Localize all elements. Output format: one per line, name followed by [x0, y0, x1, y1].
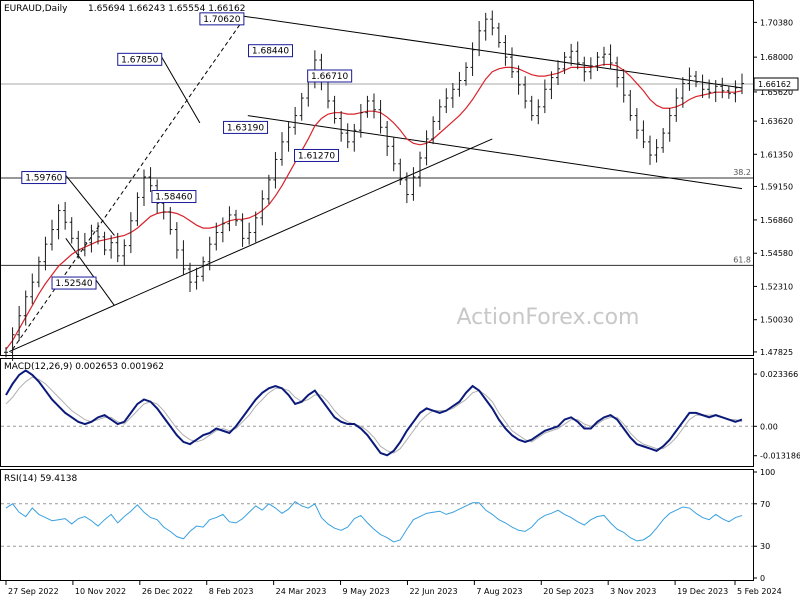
y-tick-label: 1.54580	[760, 249, 793, 258]
y-tick-label: 1.59150	[760, 182, 793, 191]
x-tick-label: 19 Dec 2023	[677, 587, 728, 596]
y-tick-label: 1.52310	[760, 282, 793, 291]
price-annotation-box	[21, 171, 67, 185]
levels-layer: 38.2 61.8	[1, 83, 753, 266]
ohlc-readout: 1.65694 1.66243 1.65554 1.66162	[88, 4, 245, 14]
price-bars-layer	[4, 10, 744, 361]
rsi-panel-frame	[0, 469, 754, 581]
corrective-line-a	[161, 56, 201, 124]
macd-layer: 0.023366 0.00 -0.013186	[1, 369, 800, 461]
price-annotation-box	[51, 276, 97, 290]
price-annotation-box	[248, 44, 294, 58]
annotations-layer: 1.70620 1.68440 1.67850 1.66710 1.63190 1.612…	[21, 12, 353, 290]
axes-layer: 1.70380 1.68000 1.65620 1.63620 1.61350 1.591…	[5, 18, 799, 596]
y-tick-label: 1.56860	[760, 216, 793, 225]
dashed-trend-line	[12, 18, 245, 350]
price-annotation-label: 1.63190	[227, 123, 264, 133]
y-tick-label: 1.68000	[760, 53, 793, 62]
price-annotation-label: 1.68440	[252, 47, 289, 57]
corrective-line-b	[65, 175, 115, 236]
y-tick-label: 1.65620	[760, 88, 793, 97]
price-annotation-box	[294, 148, 340, 162]
x-tick-label: 26 Dec 2022	[142, 587, 193, 596]
price-annotation-box	[117, 52, 163, 66]
price-annotation-label: 1.58460	[155, 193, 192, 203]
x-tick-label: 9 May 2023	[343, 587, 390, 596]
current-price-label: 1.66162	[758, 80, 791, 89]
x-tick-label: 3 Nov 2023	[610, 587, 656, 596]
chart-title: EURAUD,Daily	[4, 4, 68, 14]
x-tick-label: 27 Sep 2022	[8, 587, 59, 596]
macd-signal-line	[5, 376, 743, 454]
rsi-y-tick-label: 70	[760, 500, 770, 509]
trendlines-layer	[9, 15, 743, 353]
price-annotation-label: 1.59760	[25, 174, 62, 184]
rsi-y-tick-label: 0	[760, 574, 765, 583]
x-tick-label: 20 Sep 2023	[543, 587, 594, 596]
x-tick-label: 10 Nov 2022	[75, 587, 126, 596]
x-tick-label: 7 Aug 2023	[476, 587, 522, 596]
rsi-y-tick-label: 100	[760, 468, 775, 477]
fib-level-label: 38.2	[733, 168, 751, 177]
price-annotation-box	[307, 69, 353, 83]
current-price-tag	[753, 77, 799, 91]
x-tick-label: 24 Mar 2023	[276, 587, 327, 596]
macd-y-tick-label: 0.00	[760, 422, 778, 431]
corrective-line-c	[65, 238, 115, 306]
price-annotation-label: 1.70620	[203, 15, 240, 25]
x-tick-label: 8 Feb 2023	[209, 587, 254, 596]
x-tick-label: 5 Feb 2024	[737, 587, 782, 596]
rsi-y-tick-label: 30	[760, 542, 770, 551]
y-tick-label: 1.47825	[760, 348, 793, 357]
y-tick-label: 1.70380	[760, 18, 793, 27]
macd-y-tick-label: -0.013186	[760, 452, 800, 461]
y-tick-label: 1.63620	[760, 117, 793, 126]
y-tick-label: 1.61350	[760, 150, 793, 159]
rsi-layer: 100 70 30 0	[1, 468, 775, 583]
price-annotation-label: 1.61270	[298, 151, 335, 161]
macd-title: MACD(12,26,9) 0.002653 0.001962	[4, 362, 164, 372]
price-annotation-box	[199, 12, 245, 26]
price-annotation-box	[151, 190, 197, 204]
y-tick-label: 1.50030	[760, 316, 793, 325]
macd-panel-frame	[0, 358, 754, 467]
rising-support-line	[9, 138, 493, 353]
watermark: ActionForex.com	[457, 305, 640, 330]
rsi-line	[5, 501, 743, 543]
channel-upper-line	[243, 15, 743, 89]
price-annotation-label: 1.52540	[55, 279, 92, 289]
rsi-title: RSI(14) 59.4138	[4, 474, 77, 484]
x-tick-label: 22 Jun 2023	[409, 587, 457, 596]
price-annotation-box	[223, 120, 269, 134]
price-annotation-label: 1.67850	[121, 55, 158, 65]
macd-line	[5, 369, 743, 457]
macd-y-tick-label: 0.023366	[760, 370, 798, 379]
fib-level-label: 61.8	[733, 255, 751, 264]
channel-lower-line	[247, 115, 743, 190]
price-annotation-label: 1.66710	[311, 72, 348, 82]
